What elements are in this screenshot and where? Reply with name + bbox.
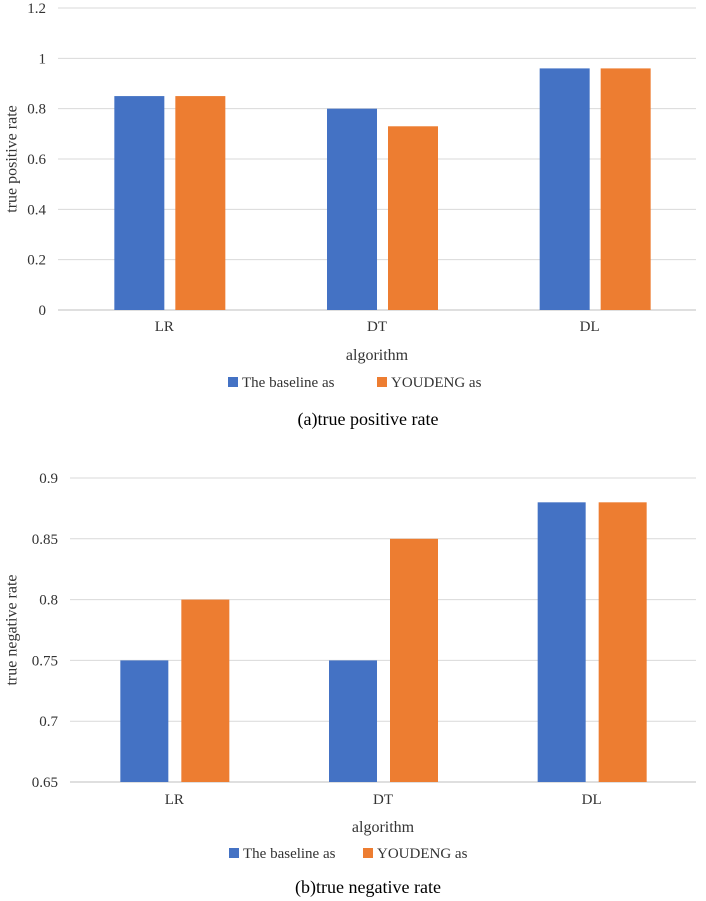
y-axis-title: true negative rate — [4, 574, 21, 685]
bar-dt-series-2 — [390, 538, 438, 782]
y-tick-label: 0.2 — [27, 253, 46, 269]
y-tick-label: 0.85 — [32, 532, 58, 548]
bar-dl-series-1 — [537, 502, 586, 782]
legend-entry-label: The baseline as — [243, 846, 336, 862]
legend-swatch — [377, 377, 387, 387]
legend-entry-label: YOUDENG as — [391, 375, 482, 391]
x-tick-label: LR — [155, 319, 174, 335]
bar-lr-series-2 — [181, 599, 230, 782]
y-tick-label: 1 — [39, 51, 47, 67]
bar-lr-series-2 — [175, 96, 226, 310]
y-tick-label: 0.9 — [39, 471, 58, 487]
x-tick-label: DL — [580, 319, 600, 335]
y-tick-label: 0.75 — [32, 653, 58, 669]
y-tick-label: 0.6 — [27, 152, 46, 168]
x-axis-title: algorithm — [346, 347, 409, 364]
legend-entry-label: The baseline as — [242, 375, 335, 391]
bar-lr-series-1 — [120, 660, 169, 782]
x-axis-title: algorithm — [352, 819, 415, 836]
bar-dt-series-1 — [329, 660, 377, 782]
figure-caption: (a)true positive rate — [298, 409, 439, 430]
y-tick-label: 0.65 — [32, 775, 58, 791]
x-tick-label: LR — [165, 792, 184, 808]
chart-panel-a: 0 0.2 0.4 0.6 0.8 1 1.2 LR DT DL algorithm true pos… — [4, 1, 696, 430]
legend: The baseline as YOUDENG as — [228, 375, 482, 391]
y-tick-label: 0.8 — [39, 593, 58, 609]
y-tick-label: 1.2 — [27, 1, 46, 17]
bar-dt-series-1 — [327, 108, 377, 311]
x-tick-label: DT — [367, 319, 387, 335]
x-tick-label: DT — [373, 792, 393, 808]
legend-swatch — [228, 377, 238, 387]
bar-dt-series-2 — [388, 126, 438, 311]
bar-dl-series-1 — [539, 68, 590, 311]
y-axis-title: true positive rate — [4, 105, 21, 213]
figure-caption: (b)true negative rate — [295, 877, 441, 898]
legend-swatch — [363, 848, 373, 858]
bar-dl-series-2 — [600, 68, 651, 311]
y-tick-label: 0 — [39, 303, 47, 319]
x-tick-label: DL — [582, 792, 602, 808]
bar-lr-series-1 — [114, 96, 165, 310]
y-tick-label: 0.4 — [27, 202, 46, 218]
y-tick-label: 0.7 — [39, 714, 58, 730]
legend-swatch — [229, 848, 239, 858]
legend-entry-label: YOUDENG as — [377, 846, 468, 862]
legend: The baseline as YOUDENG as — [229, 846, 468, 862]
chart-panel-b: 0.65 0.7 0.75 0.8 0.85 0.9 LR DT DL algorithm true… — [4, 471, 696, 898]
y-tick-label: 0.8 — [27, 102, 46, 118]
bar-dl-series-2 — [598, 502, 647, 782]
